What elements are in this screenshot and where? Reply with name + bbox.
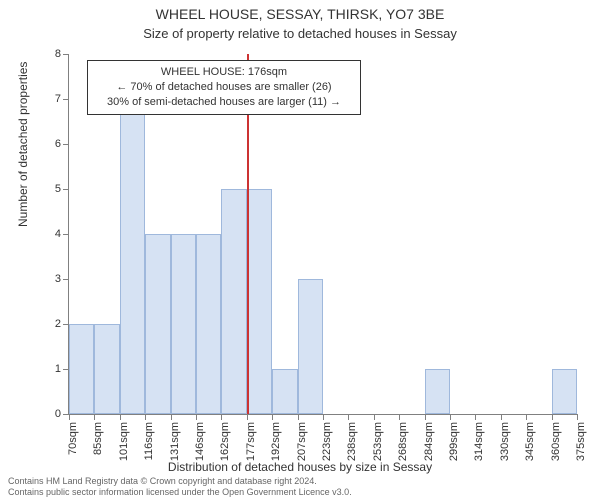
x-tick-label: 146sqm <box>194 422 206 461</box>
y-tick-label: 0 <box>55 408 61 420</box>
y-tick-label: 6 <box>55 138 61 150</box>
x-tick-label: 345sqm <box>524 422 536 461</box>
x-tick-label: 268sqm <box>397 422 409 461</box>
x-tick <box>298 414 299 420</box>
y-tick-label: 1 <box>55 363 61 375</box>
x-tick <box>145 414 146 420</box>
x-tick-label: 116sqm <box>143 422 155 460</box>
x-tick-label: 284sqm <box>423 422 435 461</box>
chart-footer: Contains HM Land Registry data © Crown c… <box>8 476 352 499</box>
x-tick <box>196 414 197 420</box>
histogram-bar <box>298 279 323 414</box>
x-tick <box>399 414 400 420</box>
x-tick-label: 85sqm <box>92 422 104 455</box>
chart-container: WHEEL HOUSE, SESSAY, THIRSK, YO7 3BE Siz… <box>0 0 600 500</box>
histogram-bar <box>196 234 221 414</box>
footer-line-2: Contains public sector information licen… <box>8 487 352 498</box>
x-tick <box>475 414 476 420</box>
histogram-bar <box>425 369 450 414</box>
chart-title: WHEEL HOUSE, SESSAY, THIRSK, YO7 3BE <box>0 6 600 22</box>
x-axis-title: Distribution of detached houses by size … <box>0 460 600 474</box>
chart-subtitle: Size of property relative to detached ho… <box>0 26 600 41</box>
y-tick-label: 2 <box>55 318 61 330</box>
histogram-bar <box>120 99 145 414</box>
x-tick <box>450 414 451 420</box>
x-tick <box>94 414 95 420</box>
histogram-bar <box>94 324 119 414</box>
x-tick <box>552 414 553 420</box>
x-tick-label: 192sqm <box>270 422 282 461</box>
x-tick-label: 207sqm <box>296 422 308 461</box>
x-tick-label: 177sqm <box>245 422 257 461</box>
x-tick <box>323 414 324 420</box>
footer-line-1: Contains HM Land Registry data © Crown c… <box>8 476 352 487</box>
x-tick <box>171 414 172 420</box>
x-tick <box>221 414 222 420</box>
histogram-bar <box>145 234 170 414</box>
x-tick-label: 330sqm <box>499 422 511 461</box>
y-tick <box>63 99 69 100</box>
x-tick-label: 314sqm <box>473 422 485 461</box>
y-tick <box>63 279 69 280</box>
histogram-bar <box>552 369 577 414</box>
plot-area: 01234567870sqm85sqm101sqm116sqm131sqm146… <box>68 54 577 415</box>
x-tick-label: 223sqm <box>321 422 333 461</box>
histogram-bar <box>171 234 196 414</box>
histogram-bar <box>69 324 94 414</box>
annotation-box: WHEEL HOUSE: 176sqm← 70% of detached hou… <box>87 60 361 115</box>
y-tick <box>63 234 69 235</box>
y-tick-label: 3 <box>55 273 61 285</box>
x-tick-label: 101sqm <box>118 422 130 461</box>
y-axis-title: Number of detached properties <box>16 62 30 227</box>
y-tick-label: 5 <box>55 183 61 195</box>
histogram-bar <box>272 369 297 414</box>
histogram-bar <box>221 189 246 414</box>
y-tick-label: 8 <box>55 48 61 60</box>
x-tick-label: 360sqm <box>550 422 562 461</box>
x-tick <box>247 414 248 420</box>
x-tick-label: 238sqm <box>346 422 358 461</box>
x-tick <box>120 414 121 420</box>
y-tick-label: 7 <box>55 93 61 105</box>
y-tick-label: 4 <box>55 228 61 240</box>
x-tick <box>69 414 70 420</box>
x-tick <box>526 414 527 420</box>
annotation-line-1: WHEEL HOUSE: 176sqm <box>94 65 354 80</box>
x-tick <box>272 414 273 420</box>
annotation-line-2: ← 70% of detached houses are smaller (26… <box>94 80 354 95</box>
y-tick <box>63 189 69 190</box>
x-tick <box>425 414 426 420</box>
x-tick <box>348 414 349 420</box>
x-tick-label: 162sqm <box>219 422 231 461</box>
x-tick <box>374 414 375 420</box>
x-tick-label: 299sqm <box>448 422 460 461</box>
x-tick-label: 70sqm <box>67 422 79 455</box>
y-tick <box>63 54 69 55</box>
histogram-bar <box>247 189 272 414</box>
x-tick-label: 375sqm <box>575 422 587 461</box>
x-tick-label: 253sqm <box>372 422 384 461</box>
y-tick <box>63 144 69 145</box>
x-tick <box>501 414 502 420</box>
x-tick-label: 131sqm <box>169 422 181 461</box>
x-tick <box>577 414 578 420</box>
annotation-line-3: 30% of semi-detached houses are larger (… <box>94 95 354 110</box>
